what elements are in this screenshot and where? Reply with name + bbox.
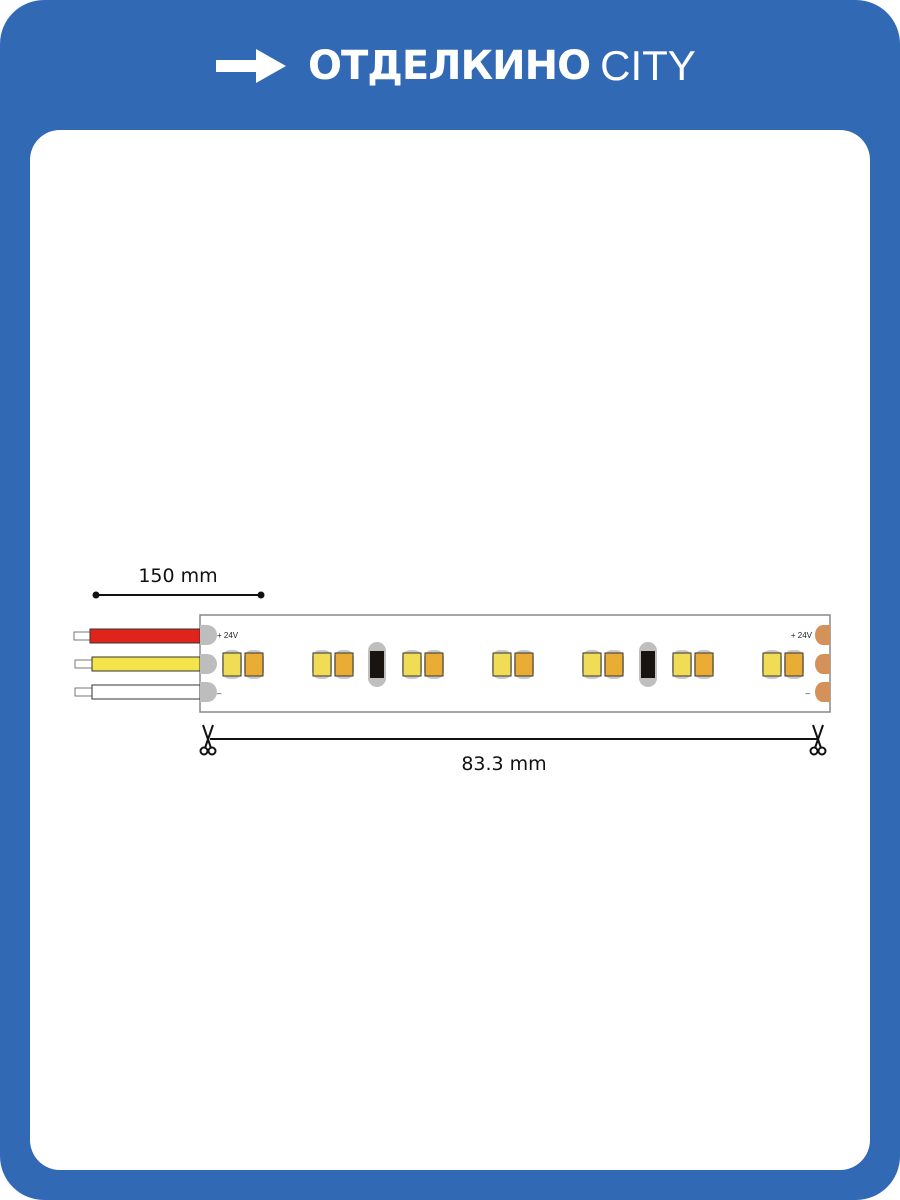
brand-logo: ОТДЕЛКИНО CITY <box>216 40 696 92</box>
wires <box>73 628 201 700</box>
led-chip <box>672 650 692 679</box>
led-chip <box>694 650 714 679</box>
brand-name-light: CITY <box>600 42 696 89</box>
pad-plus-label-right: + 24V <box>791 631 813 640</box>
led-chip <box>334 650 354 679</box>
led-chip <box>402 650 422 679</box>
led-chip <box>222 650 242 679</box>
led-chip <box>514 650 534 679</box>
led-chip <box>604 650 624 679</box>
led-chip <box>762 650 782 679</box>
dimension-dot <box>92 591 100 599</box>
pad-minus-label-left: – <box>217 689 222 698</box>
led-chip <box>582 650 602 679</box>
led-chip <box>312 650 332 679</box>
wire-tip <box>74 687 93 697</box>
pad-minus-label-right: – <box>806 689 811 698</box>
wire-middle <box>91 656 201 672</box>
wire-tip <box>74 659 93 669</box>
pad-plus-label-left: + 24V <box>217 631 239 640</box>
led-chip <box>784 650 804 679</box>
led-chip <box>244 650 264 679</box>
led-chip <box>492 650 512 679</box>
cut-length-label: 83.3 mm <box>461 753 546 775</box>
solder-pad-right <box>815 625 830 645</box>
solder-pad-left <box>200 625 217 645</box>
wire-length-label: 150 mm <box>138 565 217 587</box>
resistor <box>368 642 386 687</box>
resistor <box>639 642 657 687</box>
wire-positive <box>89 628 201 644</box>
solder-pad-left <box>200 654 217 674</box>
brand-name-bold: ОТДЕЛКИНО <box>308 43 591 89</box>
led-chip <box>424 650 444 679</box>
scissors-icon <box>199 724 217 756</box>
wire-tip <box>73 631 91 641</box>
arrow-right-icon <box>216 49 286 83</box>
dimension-dot <box>257 591 265 599</box>
solder-pad-right <box>815 682 830 702</box>
wire-negative <box>91 684 201 700</box>
scissors-icon <box>809 724 827 756</box>
solder-pad-left <box>200 682 217 702</box>
solder-pad-right <box>815 654 830 674</box>
